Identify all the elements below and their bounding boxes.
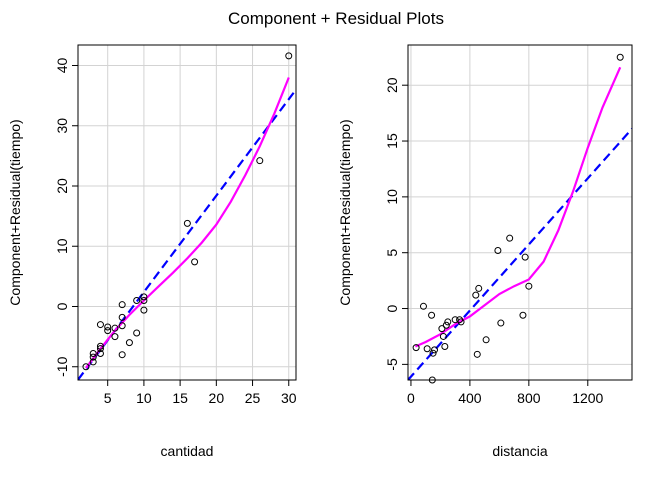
x-tick-label: 30 xyxy=(281,390,297,406)
distancia-plot: 0 400 800 1200 -5 0 5 10 15 20 distancia Component+… xyxy=(337,44,633,459)
data-point xyxy=(118,351,126,359)
data-point xyxy=(439,332,447,340)
data-point xyxy=(441,343,449,350)
smooth-residual-line xyxy=(414,66,622,348)
data-point xyxy=(96,321,104,329)
data-point xyxy=(133,329,141,337)
data-point xyxy=(96,345,104,353)
data-point xyxy=(457,318,465,326)
data-point xyxy=(506,234,514,242)
data-point xyxy=(521,253,529,261)
data-point xyxy=(104,323,112,331)
data-point xyxy=(140,296,148,304)
data-point xyxy=(111,333,119,341)
data-point xyxy=(183,219,191,227)
y-axis-label: Component+Residual(tiempo) xyxy=(7,119,23,305)
data-point xyxy=(429,349,437,357)
y-tick-label: 40 xyxy=(54,57,70,73)
y-tick-label: 15 xyxy=(384,133,400,149)
data-point xyxy=(256,157,264,165)
data-point xyxy=(191,258,199,266)
data-point xyxy=(89,353,97,361)
y-tick-label: 10 xyxy=(54,238,70,254)
data-point xyxy=(82,363,90,371)
x-tick-label: 1200 xyxy=(572,390,603,406)
x-tick-label: 400 xyxy=(458,390,482,406)
x-tick-label: 800 xyxy=(517,390,541,406)
linear-fit-line xyxy=(408,128,632,380)
smooth-residual-line xyxy=(85,77,290,369)
x-tick-label: 10 xyxy=(136,390,152,406)
y-tick-label: 0 xyxy=(54,302,70,310)
figure-title: Component + Residual Plots xyxy=(228,9,444,28)
y-axis-label: Component+Residual(tiempo) xyxy=(337,119,353,305)
data-point xyxy=(519,311,527,319)
x-tick-label: 0 xyxy=(407,390,415,406)
data-point xyxy=(96,342,104,350)
data-point xyxy=(133,296,141,304)
data-point xyxy=(118,313,126,321)
data-point xyxy=(140,293,148,301)
data-point xyxy=(475,284,483,292)
data-point xyxy=(473,350,481,358)
data-point xyxy=(285,52,293,60)
data-point xyxy=(412,344,420,352)
data-point xyxy=(118,301,126,309)
data-point xyxy=(482,336,490,344)
x-tick-label: 25 xyxy=(245,390,261,406)
y-tick-label: 20 xyxy=(384,77,400,93)
data-point xyxy=(96,349,104,357)
data-point xyxy=(423,345,431,353)
x-axis-label: distancia xyxy=(492,443,547,459)
data-point xyxy=(616,53,624,61)
y-tick-label: 20 xyxy=(54,178,70,194)
data-point xyxy=(442,321,450,329)
data-point xyxy=(494,246,502,254)
data-point xyxy=(428,311,436,319)
y-tick-label: -10 xyxy=(54,356,70,376)
data-point xyxy=(525,282,533,290)
data-point xyxy=(89,349,97,357)
x-tick-label: 5 xyxy=(104,390,112,406)
cantidad-plot: 5 10 15 20 25 30 -10 0 10 20 30 40 cantidad Component… xyxy=(7,44,297,459)
y-tick-label: 30 xyxy=(54,118,70,134)
data-point xyxy=(444,318,452,326)
data-point xyxy=(125,339,133,347)
data-point xyxy=(118,322,126,330)
data-point xyxy=(438,325,446,333)
x-axis-label: cantidad xyxy=(161,443,214,459)
data-point xyxy=(89,358,97,366)
y-tick-label: 5 xyxy=(384,249,400,257)
plot-frame xyxy=(77,44,297,381)
data-point xyxy=(451,316,459,324)
data-point xyxy=(104,327,112,335)
y-tick-label: 0 xyxy=(384,304,400,312)
data-point xyxy=(111,324,119,332)
x-tick-label: 20 xyxy=(209,390,225,406)
plot-frame xyxy=(407,44,633,381)
data-point xyxy=(140,306,148,314)
data-point xyxy=(497,319,505,327)
x-tick-label: 15 xyxy=(172,390,188,406)
data-point xyxy=(431,346,439,354)
y-tick-label: 10 xyxy=(384,189,400,205)
y-tick-label: -5 xyxy=(384,358,400,371)
data-point xyxy=(472,291,480,299)
data-point xyxy=(419,302,427,310)
